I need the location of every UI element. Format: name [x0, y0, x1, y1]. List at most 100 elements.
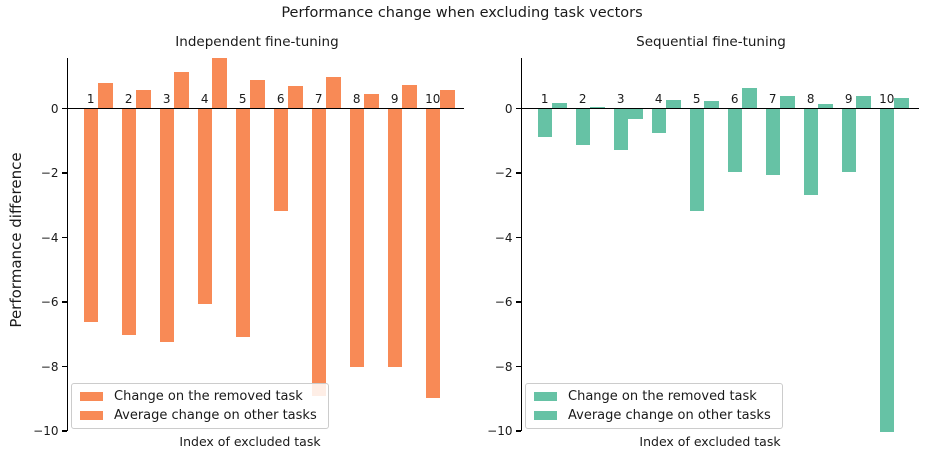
- bar-removed-6: [273, 107, 288, 211]
- legend-label: Average change on other tasks: [568, 408, 771, 423]
- y-tick: [61, 430, 67, 432]
- y-tick: [61, 107, 67, 110]
- bar-removed-8: [349, 107, 364, 368]
- legend: Change on the removed task Average change…: [71, 383, 329, 429]
- bar-average-5: [250, 79, 265, 108]
- subplot-title-independent: Independent fine-tuning: [175, 34, 339, 50]
- bar-removed-10: [425, 107, 440, 398]
- y-tick-label: −2: [494, 166, 513, 181]
- subplot-title-sequential: Sequential fine-tuning: [636, 34, 786, 50]
- y-tick-label: 0: [50, 101, 59, 116]
- y-tick-label: −8: [494, 359, 513, 374]
- legend-label: Average change on other tasks: [114, 408, 317, 423]
- y-tick-label: −4: [40, 230, 59, 245]
- index-label-1: 1: [540, 91, 549, 106]
- bar-removed-3: [159, 107, 174, 342]
- figure-title: Performance change when excluding task v…: [281, 5, 643, 21]
- legend-swatch-icon: [534, 392, 557, 401]
- y-tick: [515, 430, 521, 432]
- bar-removed-1: [537, 107, 552, 137]
- index-label-9: 9: [844, 91, 853, 106]
- bar-average-10: [440, 89, 455, 108]
- legend-swatch-icon: [534, 411, 557, 420]
- index-label-6: 6: [730, 91, 739, 106]
- index-label-3: 3: [162, 91, 171, 106]
- bar-removed-2: [575, 107, 590, 145]
- y-tick: [61, 172, 67, 174]
- y-tick: [61, 236, 67, 239]
- x-axis-label-sequential: Index of excluded task: [639, 434, 781, 449]
- index-label-8: 8: [806, 91, 815, 106]
- bar-average-8: [818, 104, 833, 108]
- y-tick-label: −6: [40, 295, 59, 310]
- bar-average-6: [742, 88, 757, 108]
- bar-average-1: [98, 82, 113, 108]
- bar-removed-3: [613, 107, 628, 150]
- bar-removed-10: [879, 107, 894, 433]
- bar-average-4: [212, 57, 227, 108]
- bar-removed-4: [197, 107, 212, 305]
- y-tick: [515, 107, 521, 110]
- bar-removed-7: [311, 107, 326, 397]
- y-tick: [515, 365, 521, 368]
- y-tick-label: −4: [494, 230, 513, 245]
- bar-average-6: [288, 86, 303, 108]
- legend-entry: Average change on other tasks: [534, 408, 771, 423]
- index-label-6: 6: [276, 91, 285, 106]
- bar-removed-1: [83, 107, 98, 323]
- y-tick-label: −10: [33, 424, 59, 439]
- legend-entry: Average change on other tasks: [80, 408, 317, 423]
- y-tick-label: 0: [504, 101, 513, 116]
- legend-label: Change on the removed task: [114, 389, 303, 404]
- bar-average-3: [628, 107, 643, 119]
- y-tick-label: −10: [487, 424, 513, 439]
- index-label-7: 7: [768, 91, 777, 106]
- index-label-9: 9: [390, 91, 399, 106]
- index-label-4: 4: [654, 91, 663, 106]
- bar-removed-5: [689, 107, 704, 211]
- index-label-8: 8: [352, 91, 361, 106]
- bar-average-2: [590, 107, 605, 108]
- bar-average-7: [326, 77, 341, 108]
- bar-removed-9: [841, 107, 856, 173]
- index-label-5: 5: [692, 91, 701, 106]
- index-label-3: 3: [616, 91, 625, 106]
- legend-label: Change on the removed task: [568, 389, 757, 404]
- bar-removed-2: [121, 107, 136, 336]
- y-tick: [515, 236, 521, 239]
- bar-removed-4: [651, 107, 666, 134]
- bar-average-1: [552, 102, 567, 108]
- y-axis-spine: [520, 58, 522, 431]
- legend-entry: Change on the removed task: [534, 389, 771, 404]
- bar-average-8: [364, 94, 379, 108]
- y-tick-label: −8: [40, 359, 59, 374]
- bar-removed-7: [765, 107, 780, 176]
- zero-baseline: [66, 107, 464, 110]
- bar-removed-8: [803, 107, 818, 195]
- y-tick-label: −6: [494, 295, 513, 310]
- index-label-1: 1: [86, 91, 95, 106]
- bar-removed-6: [727, 107, 742, 173]
- index-label-5: 5: [238, 91, 247, 106]
- index-label-4: 4: [200, 91, 209, 106]
- x-axis-label-independent: Index of excluded task: [179, 434, 321, 449]
- index-label-10: 10: [425, 91, 441, 106]
- legend-swatch-icon: [80, 392, 103, 401]
- legend: Change on the removed task Average change…: [525, 383, 783, 429]
- index-label-2: 2: [124, 91, 133, 106]
- bar-average-3: [174, 72, 189, 108]
- legend-entry: Change on the removed task: [80, 389, 317, 404]
- bar-removed-9: [387, 107, 402, 368]
- legend-swatch-icon: [80, 411, 103, 420]
- bar-average-10: [894, 98, 909, 108]
- bar-average-7: [780, 96, 795, 108]
- y-tick-label: −2: [40, 166, 59, 181]
- zero-baseline: [520, 107, 919, 110]
- index-label-7: 7: [314, 91, 323, 106]
- bar-average-5: [704, 101, 719, 108]
- bar-average-4: [666, 99, 681, 108]
- index-label-2: 2: [578, 91, 587, 106]
- bar-average-9: [856, 96, 871, 108]
